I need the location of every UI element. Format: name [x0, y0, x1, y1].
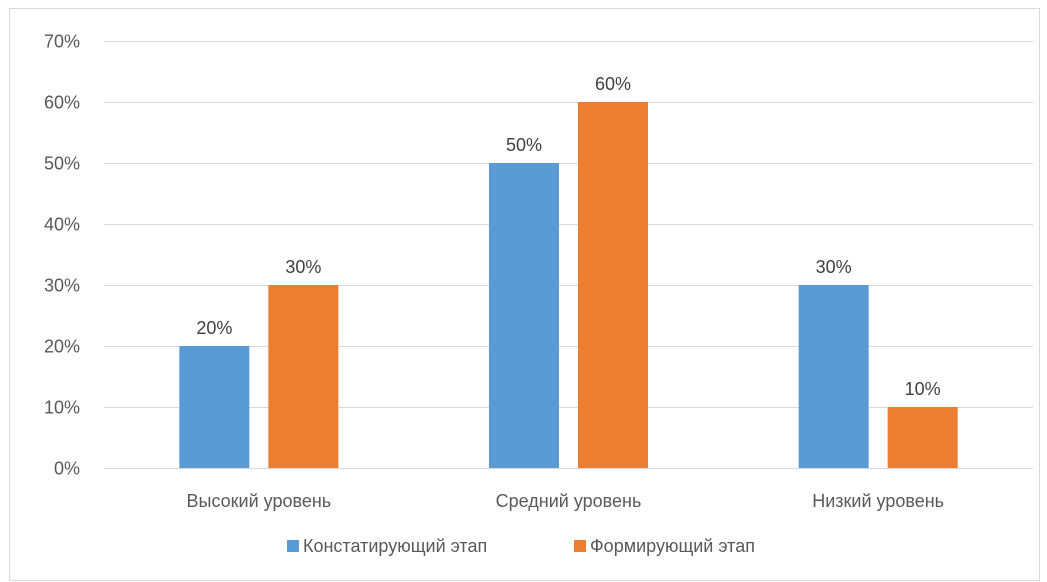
x-tick-label: Высокий уровень [187, 491, 332, 511]
y-tick-label: 0% [54, 459, 80, 479]
bar [179, 346, 250, 468]
y-axis-ticks: 0% 10% 20% 30% 40% 50% 60% 70% [44, 32, 80, 479]
y-tick-label: 60% [44, 93, 80, 113]
legend-label: Формирующий этап [590, 536, 755, 556]
legend-label: Констатирующий этап [303, 536, 487, 556]
data-labels: 20% 30% 50% 60% 30% 10% [196, 74, 940, 399]
gridlines [104, 41, 1033, 469]
data-label: 30% [285, 257, 321, 277]
x-axis-ticks: Высокий уровень Средний уровень Низкий уро… [187, 491, 945, 511]
data-label: 10% [905, 379, 941, 399]
bar [798, 285, 869, 468]
bar [268, 285, 339, 468]
bar [887, 407, 958, 468]
y-tick-label: 10% [44, 398, 80, 418]
data-label: 20% [196, 318, 232, 338]
data-label: 50% [506, 135, 542, 155]
data-label: 30% [816, 257, 852, 277]
y-tick-label: 50% [44, 154, 80, 174]
y-tick-label: 40% [44, 215, 80, 235]
x-tick-label: Средний уровень [496, 491, 642, 511]
legend: Констатирующий этап Формирующий этап [287, 536, 755, 556]
x-tick-label: Низкий уровень [812, 491, 944, 511]
legend-swatch [574, 540, 586, 552]
y-tick-label: 30% [44, 276, 80, 296]
legend-swatch [287, 540, 299, 552]
bar [489, 163, 559, 468]
bars [179, 102, 958, 468]
y-tick-label: 70% [44, 32, 80, 52]
bar [578, 102, 648, 468]
y-tick-label: 20% [44, 337, 80, 357]
data-label: 60% [595, 74, 631, 94]
